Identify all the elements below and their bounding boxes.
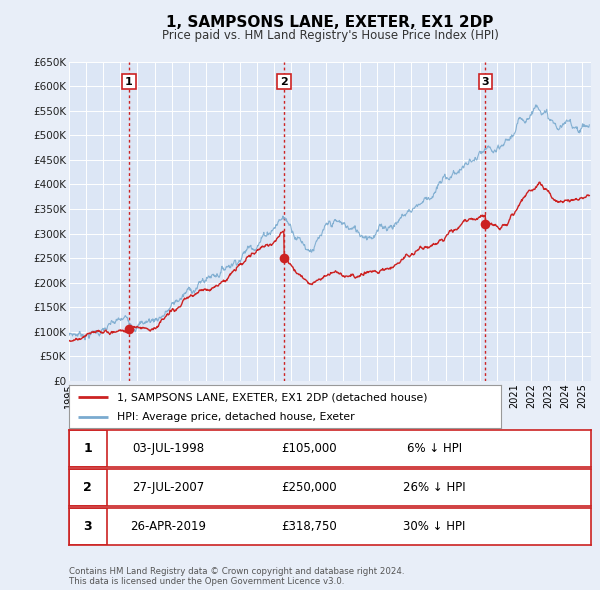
Text: Contains HM Land Registry data © Crown copyright and database right 2024.
This d: Contains HM Land Registry data © Crown c… bbox=[69, 567, 404, 586]
Text: 26% ↓ HPI: 26% ↓ HPI bbox=[403, 481, 466, 494]
Text: £105,000: £105,000 bbox=[281, 442, 337, 455]
Text: £318,750: £318,750 bbox=[281, 520, 337, 533]
Text: 1: 1 bbox=[125, 77, 133, 87]
Text: 3: 3 bbox=[83, 520, 92, 533]
Bar bbox=[69, 430, 107, 467]
Text: 6% ↓ HPI: 6% ↓ HPI bbox=[407, 442, 462, 455]
Text: 03-JUL-1998: 03-JUL-1998 bbox=[132, 442, 204, 455]
Text: 26-APR-2019: 26-APR-2019 bbox=[130, 520, 206, 533]
Text: HPI: Average price, detached house, Exeter: HPI: Average price, detached house, Exet… bbox=[116, 412, 354, 422]
Text: 1: 1 bbox=[83, 442, 92, 455]
Text: 2: 2 bbox=[83, 481, 92, 494]
Text: 27-JUL-2007: 27-JUL-2007 bbox=[132, 481, 205, 494]
Bar bbox=[69, 469, 107, 506]
Bar bbox=[69, 508, 107, 545]
Text: 3: 3 bbox=[481, 77, 489, 87]
Text: 2: 2 bbox=[280, 77, 288, 87]
Text: £250,000: £250,000 bbox=[281, 481, 337, 494]
Text: 30% ↓ HPI: 30% ↓ HPI bbox=[403, 520, 466, 533]
Text: Price paid vs. HM Land Registry's House Price Index (HPI): Price paid vs. HM Land Registry's House … bbox=[161, 30, 499, 42]
Text: 1, SAMPSONS LANE, EXETER, EX1 2DP: 1, SAMPSONS LANE, EXETER, EX1 2DP bbox=[166, 15, 494, 30]
Text: 1, SAMPSONS LANE, EXETER, EX1 2DP (detached house): 1, SAMPSONS LANE, EXETER, EX1 2DP (detac… bbox=[116, 392, 427, 402]
